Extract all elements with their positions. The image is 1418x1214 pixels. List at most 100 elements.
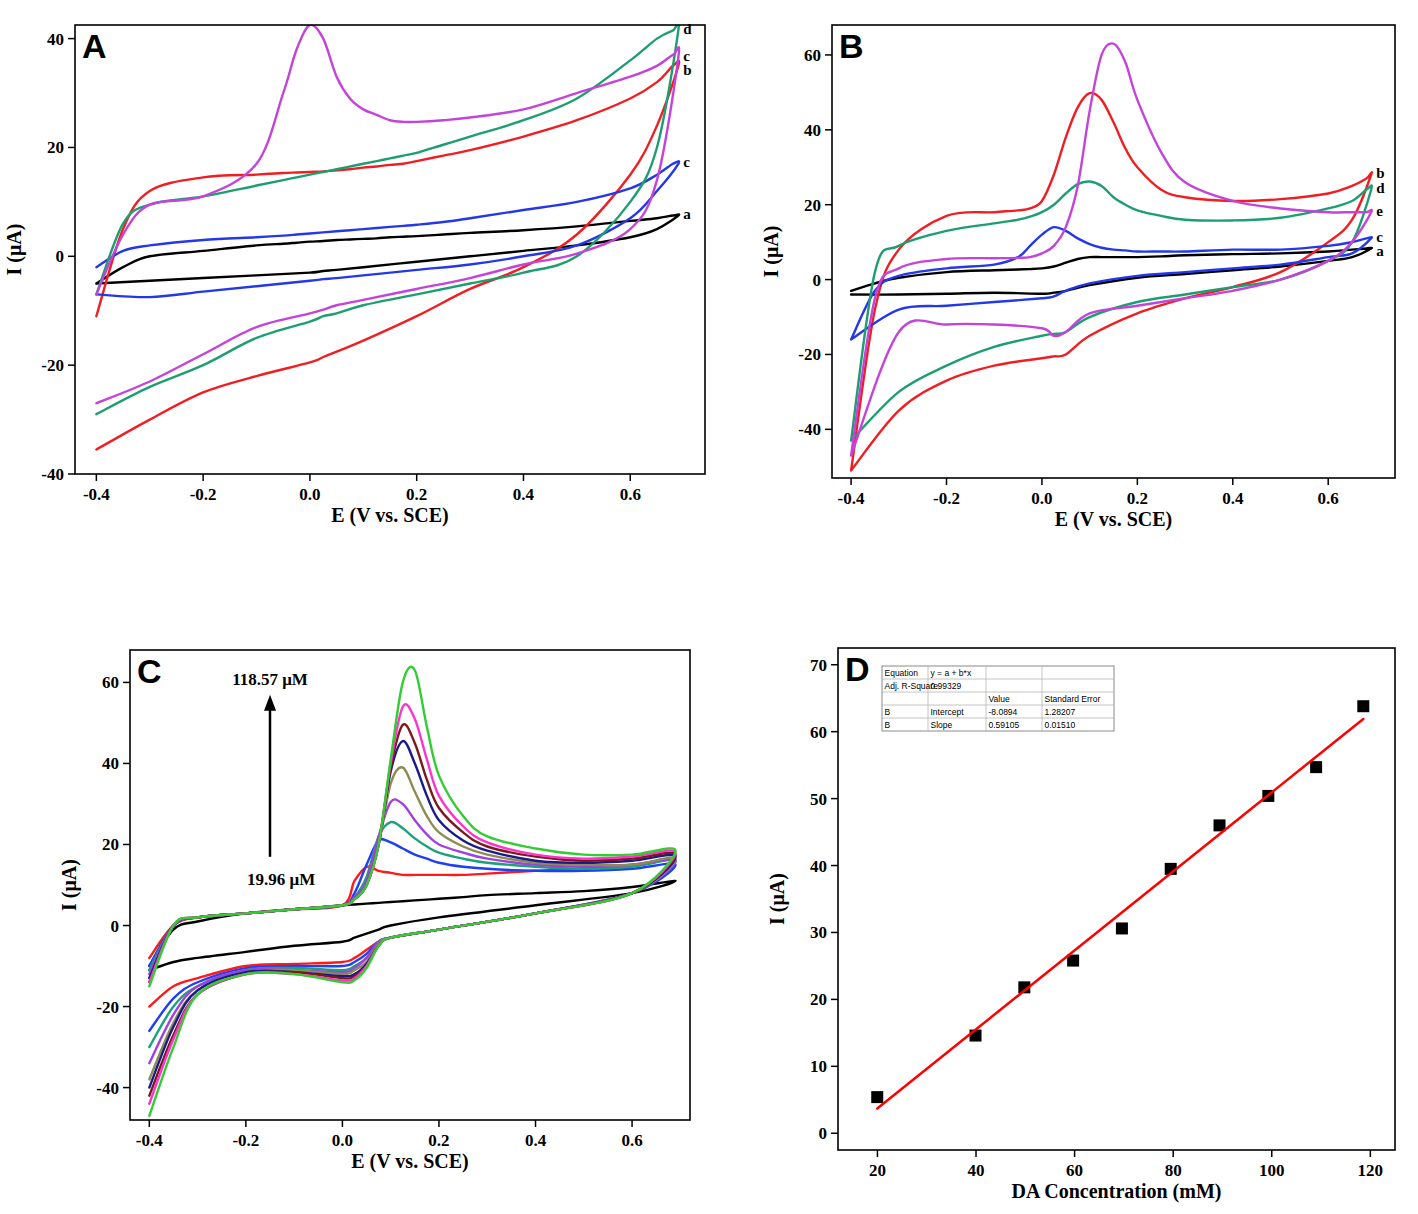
y-axis-label: I (μA) [3, 224, 26, 276]
table-cell: Equation [885, 668, 919, 678]
y-tick [831, 731, 838, 733]
panel-title: C [137, 652, 162, 690]
series-label: d [1376, 180, 1385, 196]
y-tick [123, 1006, 130, 1008]
x-tick [850, 478, 852, 485]
y-tick [831, 999, 838, 1001]
table-cell: Slope [931, 720, 953, 730]
x-tick-label: -0.4 [838, 489, 865, 508]
y-tick [831, 1133, 838, 1135]
table-cell: -8.0894 [989, 707, 1018, 717]
y-tick [68, 147, 75, 149]
y-tick [831, 865, 838, 867]
x-tick-label: 20 [869, 1161, 886, 1180]
y-tick-label: 20 [810, 990, 827, 1009]
x-axis-label: E (V vs. SCE) [1055, 508, 1172, 531]
series-label: b [1376, 165, 1384, 181]
x-tick-label: 0.0 [299, 485, 320, 504]
data-line [149, 881, 675, 970]
series-label: a [683, 206, 691, 222]
x-tick-label: 0.2 [1127, 489, 1148, 508]
y-axis-label: I (μA) [760, 226, 783, 278]
data-line [149, 767, 675, 1079]
plot-area [871, 700, 1369, 1108]
table-rule [882, 705, 1114, 706]
frame [832, 25, 1395, 478]
x-axis-label: E (V vs. SCE) [331, 504, 448, 527]
x-tick-label: 0.4 [525, 1131, 547, 1150]
x-tick [416, 474, 418, 481]
y-tick-label: 40 [810, 857, 827, 876]
x-tick [877, 1150, 879, 1157]
x-tick-label: 120 [1358, 1161, 1384, 1180]
table-cell: B [885, 720, 891, 730]
x-tick [96, 474, 98, 481]
table-rule [986, 666, 987, 731]
x-tick-label: 0.2 [428, 1131, 449, 1150]
table-rule [1042, 666, 1043, 731]
y-tick-label: 60 [810, 723, 827, 742]
y-tick-label: 0 [819, 1124, 828, 1143]
frame [838, 648, 1395, 1150]
y-tick [68, 38, 75, 40]
table-cell: y = a + b*x [931, 668, 972, 678]
x-tick [523, 474, 525, 481]
y-tick [123, 763, 130, 765]
annotation: 118.57 μM [232, 670, 308, 689]
x-tick-label: 0.0 [1031, 489, 1052, 508]
panel-title: B [839, 27, 864, 65]
x-tick [975, 1150, 977, 1157]
y-tick-label: 0 [813, 271, 822, 290]
data-point [1310, 761, 1322, 773]
table-cell: Value [989, 694, 1010, 704]
y-tick-label: 10 [810, 1057, 827, 1076]
y-tick-label: 40 [804, 121, 821, 140]
y-tick [123, 682, 130, 684]
table-cell: 0.01510 [1045, 720, 1076, 730]
data-line [149, 799, 675, 1063]
data-point [1116, 922, 1128, 934]
table-cell: Standard Error [1045, 694, 1101, 704]
y-tick-label: 60 [102, 673, 119, 692]
x-tick-label: -0.4 [136, 1131, 163, 1150]
plot-area [96, 25, 679, 450]
page: {"chart_data": [ {"type": "line", "title… [0, 0, 1418, 1214]
x-tick-label: 80 [1165, 1161, 1182, 1180]
x-tick-label: 0.6 [621, 1131, 642, 1150]
annotation: 19.96 μM [247, 870, 315, 889]
x-tick-label: -0.2 [933, 489, 960, 508]
data-line [149, 667, 675, 1116]
y-tick-label: 60 [804, 46, 821, 65]
y-tick-label: 0 [56, 247, 65, 266]
x-tick-label: 0.4 [513, 485, 535, 504]
y-tick [825, 279, 832, 281]
table-cell: 0.59105 [989, 720, 1020, 730]
data-line [149, 724, 675, 1095]
data-line [877, 719, 1363, 1109]
series-label: d [683, 21, 692, 37]
frame [75, 25, 705, 474]
y-tick [831, 1066, 838, 1068]
y-tick-label: 70 [810, 656, 827, 675]
panel-title: A [82, 27, 107, 65]
x-tick-label: -0.4 [83, 485, 110, 504]
y-tick-label: -20 [798, 345, 821, 364]
series-label: e [1376, 203, 1383, 219]
table-rule [882, 692, 1114, 693]
y-tick-label: 30 [810, 923, 827, 942]
y-tick [825, 429, 832, 431]
y-tick [825, 54, 832, 56]
y-tick-label: 40 [102, 754, 119, 773]
x-tick [630, 474, 632, 481]
y-tick [68, 256, 75, 258]
table-cell: Intercept [931, 707, 965, 717]
x-tick [1232, 478, 1234, 485]
panel-title: D [845, 650, 870, 688]
arrow-head [264, 695, 276, 711]
table-cell: 1.28207 [1045, 707, 1076, 717]
x-tick [535, 1120, 537, 1127]
figure: -0.4-0.20.00.20.40.6-40-2002040E (V vs. … [0, 0, 1418, 1214]
panel: 20406080100120010203040506070DA Concentr… [766, 648, 1395, 1203]
data-line [851, 93, 1372, 471]
y-tick [123, 1087, 130, 1089]
